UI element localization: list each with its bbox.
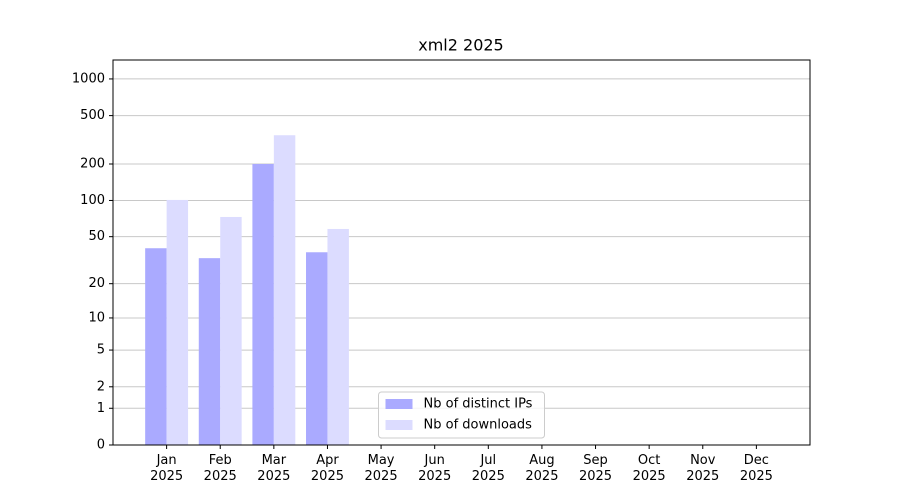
bar xyxy=(327,228,349,445)
x-tick-label: Jan 2025 xyxy=(150,453,184,484)
y-tick-label: 50 xyxy=(88,229,105,244)
legend-label: Nb of downloads xyxy=(424,418,533,433)
y-tick-label: 1000 xyxy=(72,71,105,86)
y-tick-label: 500 xyxy=(80,108,105,123)
legend-swatch xyxy=(385,399,413,409)
x-tick-label: Dec 2025 xyxy=(739,453,773,484)
legend-swatch xyxy=(385,420,413,430)
y-tick-label: 200 xyxy=(80,157,105,172)
legend: Nb of distinct IPs Nb of downloads xyxy=(378,391,545,439)
bar xyxy=(273,135,296,445)
x-tick-label: Apr 2025 xyxy=(310,453,344,484)
x-tick-label: Nov 2025 xyxy=(686,453,720,484)
x-tick-label: Mar 2025 xyxy=(257,453,291,484)
x-tick-label: May 2025 xyxy=(364,453,398,484)
x-tick-label: Jul 2025 xyxy=(471,453,505,484)
x-tick-label: Feb 2025 xyxy=(203,453,237,484)
y-tick-label: 1 xyxy=(97,401,105,416)
x-tick-label: Jun 2025 xyxy=(418,453,452,484)
x-tick-label: Sep 2025 xyxy=(578,453,613,484)
bar xyxy=(166,199,189,445)
bar xyxy=(306,252,328,445)
bar xyxy=(252,164,274,445)
bar xyxy=(198,258,221,445)
bar xyxy=(145,248,167,445)
y-tick-label: 100 xyxy=(80,193,105,208)
y-tick-label: 0 xyxy=(97,438,105,453)
plot-frame xyxy=(112,59,811,446)
legend-frame xyxy=(378,391,545,439)
x-tick-label: Oct 2025 xyxy=(632,453,666,484)
x-tick-label: Aug 2025 xyxy=(525,453,559,484)
y-tick-label: 5 xyxy=(97,343,105,358)
legend-label: Nb of distinct IPs xyxy=(424,397,533,412)
y-tick-label: 20 xyxy=(88,276,105,291)
bar xyxy=(220,216,242,445)
y-tick-label: 10 xyxy=(88,310,105,325)
y-tick-label: 2 xyxy=(97,379,105,394)
chart-title: xml2 2025 xyxy=(418,36,503,55)
